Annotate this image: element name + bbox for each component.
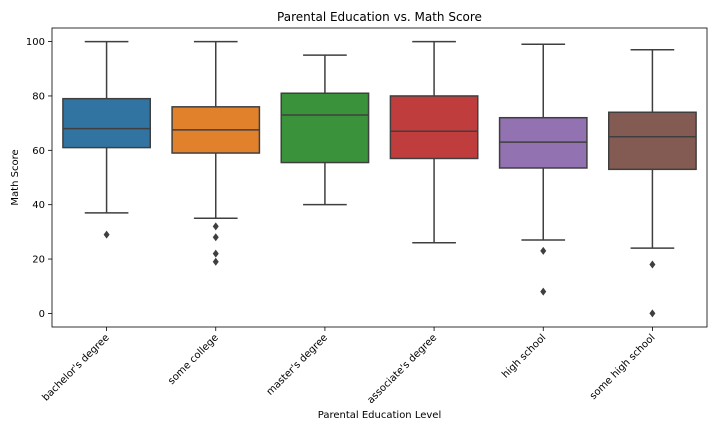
box-iqr	[608, 111, 697, 171]
outlier-point	[103, 230, 110, 239]
outlier-point	[212, 222, 219, 231]
x-tick-label: bachelor's degree	[41, 332, 112, 403]
box-group-1	[171, 40, 261, 266]
y-axis-label: Math Score	[10, 149, 21, 205]
y-tick-label: 40	[32, 200, 45, 211]
y-tick-label: 100	[26, 37, 45, 48]
y-axis: 0 20 40 60 80 100	[26, 37, 52, 320]
outlier-point	[212, 249, 219, 258]
x-axis-label: Parental Education Level	[318, 410, 441, 421]
chart-title: Parental Education vs. Math Score	[277, 10, 482, 24]
plot-area	[62, 40, 697, 318]
y-tick-label: 60	[32, 146, 45, 157]
x-axis: bachelor's degree some college master's de…	[41, 327, 658, 406]
y-tick-label: 20	[32, 255, 45, 266]
box-group-3	[389, 40, 479, 244]
outlier-point	[212, 257, 219, 266]
y-tick-label: 80	[32, 91, 45, 102]
x-tick-label: some college	[166, 332, 221, 387]
box-group-2	[280, 54, 370, 206]
box-group-0	[62, 40, 152, 239]
box-group-4	[498, 43, 588, 296]
outlier-point	[540, 287, 547, 296]
plot-frame	[51, 27, 708, 328]
outlier-point	[649, 260, 656, 269]
x-tick-label: master's degree	[265, 332, 330, 397]
outlier-point	[649, 309, 656, 318]
outlier-point	[212, 233, 219, 242]
x-tick-label: associate's degree	[365, 332, 439, 406]
box-group-5	[608, 48, 697, 318]
box-iqr	[62, 97, 152, 149]
box-iqr	[280, 92, 370, 164]
y-tick-label: 0	[39, 309, 45, 320]
box-iqr	[389, 95, 479, 160]
outlier-point	[540, 246, 547, 255]
x-tick-label: high school	[500, 332, 548, 380]
x-tick-label: some high school	[588, 332, 658, 402]
